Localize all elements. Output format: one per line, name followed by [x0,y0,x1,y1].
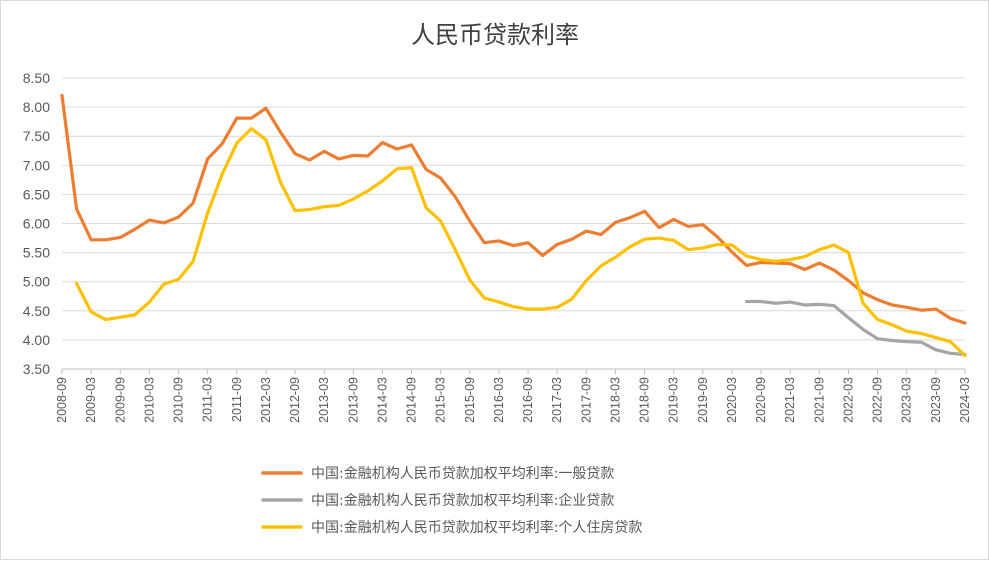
x-tick-label: 2018-09 [638,377,652,423]
x-tick-label: 2017-09 [579,377,593,423]
x-tick-label: 2022-03 [841,377,855,423]
series-3 [74,127,967,358]
y-tick-label: 4.50 [23,303,50,319]
x-tick-label: 2013-09 [346,377,360,423]
x-tick-label: 2008-09 [55,377,69,423]
y-tick-label: 4.00 [23,332,50,348]
x-tick-label: 2022-09 [871,377,885,423]
x-tick-label: 2010-03 [142,377,156,423]
series-2 [744,299,967,357]
y-tick-label: 5.50 [23,245,50,261]
x-tick-label: 2020-09 [754,377,768,423]
x-tick-label: 2021-09 [812,377,826,423]
gridlines [62,77,965,370]
series-line-3 [74,127,967,358]
x-tick-label: 2016-09 [521,377,535,423]
y-tick-label: 8.50 [23,70,50,86]
legend-label: 中国:金融机构人民币贷款加权平均利率:企业贷款 [311,492,614,509]
x-tick-label: 2019-09 [696,377,710,423]
x-tick-label: 2020-03 [725,377,739,423]
y-tick-label: 7.50 [23,128,50,144]
x-tick-label: 2011-03 [201,377,215,422]
legend-label: 中国:金融机构人民币贷款加权平均利率:一般贷款 [311,465,614,482]
x-tick-label: 2009-09 [113,377,127,423]
x-tick-label: 2012-03 [259,377,273,423]
y-tick-label: 3.50 [23,361,50,377]
x-tick-label: 2014-09 [405,377,419,423]
x-tick-label: 2011-09 [230,377,244,422]
x-tick-label: 2023-03 [900,377,914,423]
series-1 [60,93,967,325]
legend-label: 中国:金融机构人民币贷款加权平均利率:个人住房贷款 [311,519,642,536]
x-tick-label: 2014-03 [375,377,389,423]
x-tick-label: 2009-03 [84,377,98,423]
y-tick-label: 7.00 [23,157,50,173]
x-tick-label: 2015-03 [434,377,448,423]
y-tick-label: 6.00 [23,216,50,232]
series-line-1 [60,93,967,325]
x-tick-label: 2013-03 [317,377,331,423]
legend: 中国:金融机构人民币贷款加权平均利率:一般贷款中国:金融机构人民币贷款加权平均利… [261,465,642,536]
x-tick-label: 2019-03 [667,377,681,423]
series-lines [60,93,967,358]
x-axis: 2008-09 2009-03 2009-09 2010-03 2010-09 2011-… [55,368,972,423]
chart-title: 人民币贷款利率 [411,21,579,49]
y-tick-label: 8.00 [23,99,50,115]
y-tick-label: 6.50 [23,186,50,202]
x-tick-label: 2015-09 [463,377,477,423]
x-tick-label: 2023-09 [929,377,943,423]
series-line-2 [744,299,967,357]
x-tick-label: 2024-03 [958,377,972,423]
y-axis-tick-labels: 3.50 4.00 4.50 5.00 5.50 6.00 6.50 7.00 7.50 8.00… [23,70,50,377]
x-tick-label: 2012-09 [288,377,302,423]
x-tick-label: 2018-03 [608,377,622,423]
x-tick-label: 2021-03 [783,377,797,423]
y-tick-label: 5.00 [23,274,50,290]
x-tick-label: 2016-03 [492,377,506,423]
x-tick-label: 2017-03 [550,377,564,423]
x-tick-label: 2010-09 [172,377,186,423]
